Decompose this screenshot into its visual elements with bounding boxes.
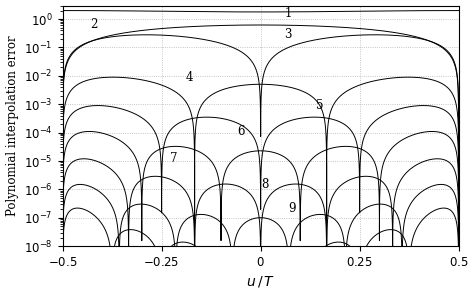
Text: 5: 5: [316, 99, 324, 112]
Text: 9: 9: [289, 201, 296, 214]
Text: 4: 4: [185, 71, 193, 84]
Text: 3: 3: [284, 28, 292, 41]
Text: 2: 2: [91, 19, 98, 32]
Y-axis label: Polynomial interpolation error: Polynomial interpolation error: [6, 36, 18, 216]
Text: 1: 1: [285, 7, 292, 20]
Text: 6: 6: [237, 125, 245, 138]
Text: 8: 8: [261, 178, 268, 191]
Text: 7: 7: [170, 152, 177, 165]
X-axis label: $u\,/\,T$: $u\,/\,T$: [246, 274, 275, 289]
